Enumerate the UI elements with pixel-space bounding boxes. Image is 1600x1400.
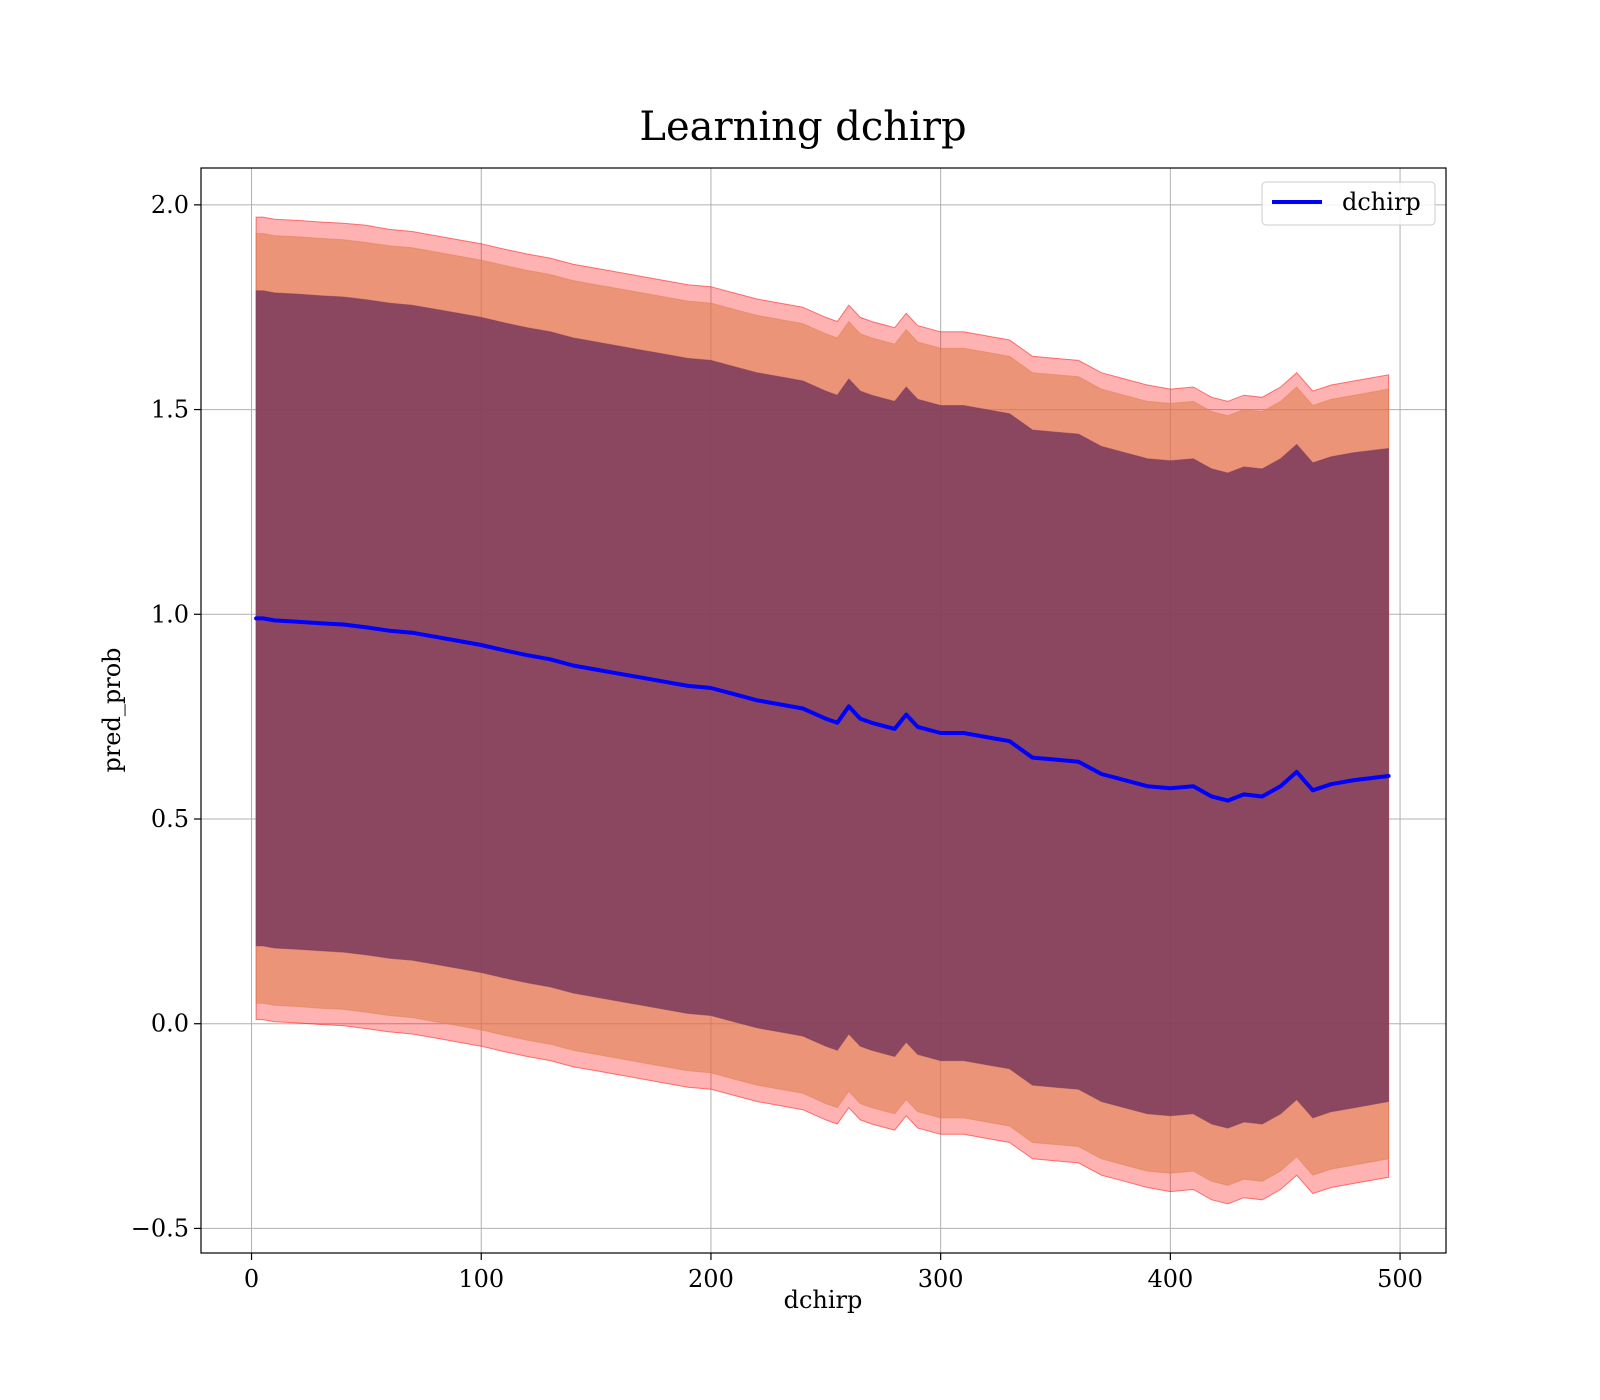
y-tick-label-4: 1.5 xyxy=(151,396,189,424)
y-tick-label-2: 0.5 xyxy=(151,805,189,833)
x-tick-label-0: 0 xyxy=(244,1265,259,1293)
x-tick-label-2: 200 xyxy=(688,1265,734,1293)
y-tick-label-3: 1.0 xyxy=(151,600,189,628)
y-axis-ticks: −0.5 0.0 0.5 1.0 1.5 2.0 xyxy=(131,191,201,1242)
x-tick-label-3: 300 xyxy=(918,1265,964,1293)
band-2 xyxy=(255,290,1390,1129)
x-axis-ticks: 0 100 200 300 400 500 xyxy=(244,1253,1423,1293)
x-axis-label: dchirp xyxy=(784,1286,863,1314)
y-axis-label: pred_prob xyxy=(98,647,126,772)
legend-box xyxy=(1261,181,1436,226)
y-tick-label-0: −0.5 xyxy=(131,1214,189,1242)
plot-frame xyxy=(200,167,1447,1254)
series-lines xyxy=(254,616,1391,803)
x-tick-label-4: 400 xyxy=(1147,1265,1193,1293)
chart-title: Learning dchirp xyxy=(639,104,966,150)
y-tick-label-1: 0.0 xyxy=(151,1010,189,1038)
legend-label-dchirp: dchirp xyxy=(1342,188,1421,216)
y-tick-label-5: 2.0 xyxy=(151,191,189,219)
x-tick-label-5: 500 xyxy=(1377,1265,1423,1293)
confidence-bands xyxy=(255,216,1390,1205)
legend: dchirp xyxy=(1261,181,1436,226)
series-line-0 xyxy=(254,616,1391,803)
x-tick-label-1: 100 xyxy=(458,1265,504,1293)
